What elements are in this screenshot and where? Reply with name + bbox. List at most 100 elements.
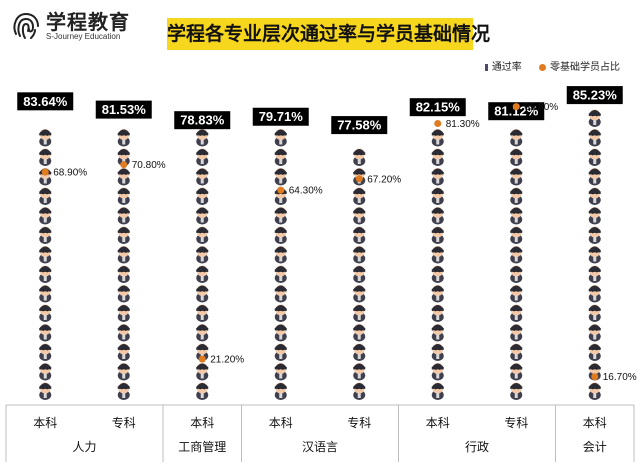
pass-rate-figure-icon <box>274 285 287 303</box>
chart-title: 学程各专业层次通过率与学员基础情况 <box>167 23 491 45</box>
pass-rate-figure-icon <box>353 265 366 283</box>
pass-rate-figure-icon <box>39 187 52 205</box>
pass-rate-figure-icon <box>39 265 52 283</box>
pass-rate-figure-icon <box>588 265 601 283</box>
pass-rate-figure-icon <box>196 187 209 205</box>
chart-legend: 通过率 零基础学员占比 <box>471 58 620 73</box>
pass-rate-value-label: 77.58% <box>337 118 382 133</box>
pass-rate-figure-icon <box>510 187 523 205</box>
pass-rate-figure-icon <box>117 304 130 322</box>
chart-title-box: 学程各专业层次通过率与学员基础情况 <box>167 18 491 50</box>
pass-rate-figure-icon <box>588 226 601 244</box>
pass-rate-figure-icon <box>196 148 209 166</box>
pass-rate-figure-icon <box>117 343 130 361</box>
pass-rate-figure-icon <box>431 129 444 147</box>
zero-base-marker <box>355 175 363 183</box>
category-label: 本科 <box>269 416 293 430</box>
pass-rate-figure-icon <box>274 265 287 283</box>
pass-rate-figure-icon <box>117 363 130 381</box>
pass-rate-figure-icon <box>39 129 52 147</box>
group-label: 工商管理 <box>178 439 226 454</box>
zero-base-value-label: 16.70% <box>603 372 637 383</box>
brand-name: 学程教育 <box>46 10 130 34</box>
pass-rate-value-label: 81.12% <box>494 104 539 119</box>
category-label: 本科 <box>33 416 57 430</box>
pass-rate-figure-icon <box>39 285 52 303</box>
pass-rate-figure-icon <box>196 207 209 225</box>
pass-rate-label-box <box>17 92 74 111</box>
zero-base-marker <box>277 186 285 194</box>
zero-base-marker <box>591 373 599 381</box>
fingerprint-icon <box>13 12 39 39</box>
group-label: 会计 <box>583 440 607 454</box>
pass-rate-figure-icon <box>39 324 52 342</box>
pass-rate-figure-icon <box>510 246 523 264</box>
legend-zero-marker <box>539 63 546 71</box>
pass-rate-value-label: 79.71% <box>259 109 304 124</box>
pass-rate-figure-icon <box>117 168 130 186</box>
pass-rate-figure-icon <box>353 304 366 322</box>
pass-rate-figure-icon <box>39 246 52 264</box>
pass-rate-figure-icon <box>39 343 52 361</box>
pass-rate-figure-icon <box>353 343 366 361</box>
pass-rate-figure-icon <box>196 382 209 400</box>
category-label: 本科 <box>583 416 607 430</box>
pass-rate-figure-icon <box>39 382 52 400</box>
pass-rate-figure-icon <box>353 226 366 244</box>
pass-rate-figure-icon <box>510 324 523 342</box>
pass-rate-figure-icon <box>353 324 366 342</box>
pass-rate-figure-icon <box>588 343 601 361</box>
pass-rate-figure-icon <box>510 148 523 166</box>
legend-pass-label: 通过率 <box>491 62 522 73</box>
pass-rate-figure-icon <box>353 382 366 400</box>
pass-rate-figure-icon <box>510 226 523 244</box>
pass-rate-label-box <box>174 111 231 130</box>
pass-rate-figure-icon <box>588 129 601 147</box>
pass-rate-figure-icon <box>196 265 209 283</box>
pass-rate-figure-icon <box>431 148 444 166</box>
pass-rate-figure-icon <box>274 207 287 225</box>
pass-rate-figure-icon <box>117 265 130 283</box>
pass-rate-label-box <box>566 86 623 105</box>
pass-rate-figure-icon <box>274 226 287 244</box>
pass-rate-label-box <box>488 102 545 121</box>
pass-rate-figure-icon <box>588 148 601 166</box>
pass-rate-figure-icon <box>274 343 287 361</box>
pass-rate-figure-icon <box>39 226 52 244</box>
pass-rate-figure-icon <box>588 207 601 225</box>
pass-rate-value-label: 78.83% <box>180 113 225 128</box>
pass-rate-label-box <box>252 107 309 126</box>
pass-rate-value-label: 83.64% <box>23 94 68 109</box>
pass-rate-figure-icon <box>117 226 130 244</box>
pass-rate-label-box <box>331 116 388 135</box>
pass-rate-figure-icon <box>431 168 444 186</box>
pass-rate-bar <box>508 124 524 403</box>
zero-base-value-label: 64.30% <box>289 186 323 197</box>
zero-base-value-label: 68.90% <box>53 168 87 179</box>
legend-item-pass-rate: 通过率 <box>484 58 522 73</box>
category-label: 专科 <box>504 415 528 430</box>
pass-rate-figure-icon <box>196 324 209 342</box>
category-label: 专科 <box>347 415 371 430</box>
pass-rate-figure-icon <box>274 129 287 147</box>
zero-base-value-label: 21.20% <box>210 355 244 366</box>
pass-rate-figure-icon <box>353 285 366 303</box>
pass-rate-figure-icon <box>510 343 523 361</box>
pass-rate-figure-icon <box>588 246 601 264</box>
zero-base-marker <box>512 103 520 111</box>
pass-rate-figure-icon <box>196 129 209 147</box>
legend-zero-label: 零基础学员占比 <box>550 62 620 73</box>
group-label: 行政 <box>465 440 489 454</box>
pass-rate-figure-icon <box>431 265 444 283</box>
pass-rate-figure-icon <box>510 168 523 186</box>
pass-rate-figure-icon <box>274 148 287 166</box>
pass-rate-figure-icon <box>117 187 130 205</box>
pass-rate-figure-icon <box>117 382 130 400</box>
brand-tagline: S-Journey Education <box>46 32 121 41</box>
pass-rate-label-box <box>95 100 152 119</box>
pass-rate-figure-icon <box>39 207 52 225</box>
pass-rate-figure-icon <box>510 285 523 303</box>
pass-rate-figure-icon <box>117 324 130 342</box>
category-label: 本科 <box>190 416 214 430</box>
